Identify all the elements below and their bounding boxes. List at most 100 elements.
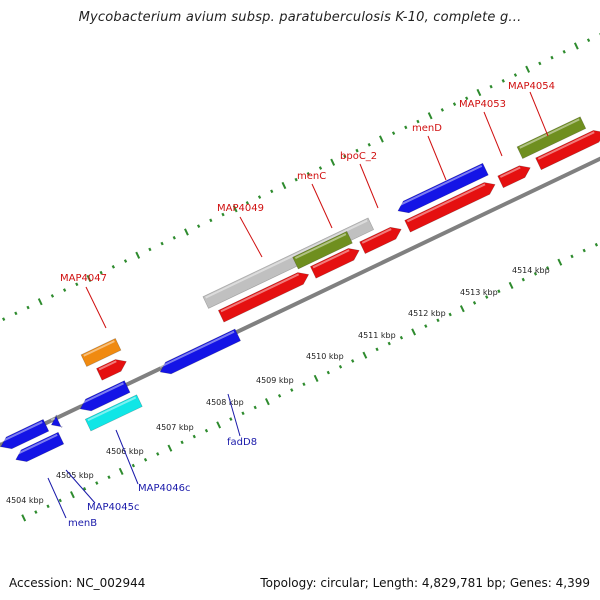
tick-mark-lower <box>241 411 245 416</box>
tick-mark-lower <box>302 382 306 387</box>
tick-mark-upper <box>465 96 469 101</box>
leader-line <box>359 163 379 209</box>
tick-mark-lower <box>594 242 599 247</box>
tick-mark-upper <box>586 38 591 43</box>
feature-menB[interactable] <box>15 431 65 462</box>
feature-MAP4046c-highlight <box>87 396 137 422</box>
tick-mark-upper <box>270 189 274 194</box>
leader-line <box>529 91 549 137</box>
feature-MAP4047-highlight <box>98 360 117 371</box>
feature-small-reverse[interactable] <box>50 414 64 428</box>
feature-bpoC_2[interactable] <box>359 226 402 255</box>
leader-line <box>311 183 333 229</box>
tick-mark-upper <box>172 235 176 240</box>
leader-line <box>85 286 107 329</box>
map-title: Mycobacterium avium subsp. paratuberculo… <box>78 10 522 25</box>
gene-label-MAP4054[interactable]: MAP4054 <box>508 81 555 92</box>
tick-mark-upper <box>501 79 505 83</box>
accession-text: Accession: NC_002944 <box>9 576 146 590</box>
gene-label-MAP4047[interactable]: MAP4047 <box>60 273 107 284</box>
leader-line <box>239 216 263 258</box>
kbp-tick-label: 4510 kbp <box>306 352 344 361</box>
feature-MAP4045c-highlight <box>0 421 43 443</box>
tick-mark-lower <box>326 370 330 375</box>
tick-mark-upper <box>184 228 189 236</box>
tick-mark-upper <box>525 65 531 73</box>
feature-menD[interactable] <box>404 182 496 233</box>
tick-mark-upper <box>306 172 310 176</box>
tick-mark-lower <box>58 498 62 503</box>
kbp-tick-label: 4509 kbp <box>256 376 294 385</box>
feature-MAP4046c-upper-highlight <box>79 382 124 405</box>
feature-MAP4046c[interactable] <box>84 394 143 432</box>
tick-mark-lower <box>253 405 257 410</box>
gene-label-menB[interactable]: menB <box>68 518 97 529</box>
tick-mark-lower <box>546 266 550 270</box>
kbp-tick-label: 4512 kbp <box>408 309 446 318</box>
kbp-tick-label: 4508 kbp <box>206 398 244 407</box>
feature-MAP4053[interactable] <box>497 165 531 189</box>
tick-mark-upper <box>379 135 384 143</box>
gene-label-MAP4046c[interactable]: MAP4046c <box>138 483 190 494</box>
feature-MAP4054-highlight <box>537 131 595 160</box>
feature-menC[interactable] <box>309 248 360 279</box>
feature-fadD8[interactable] <box>159 328 241 375</box>
tick-mark-lower <box>82 487 87 491</box>
feature-olive-mid[interactable] <box>292 230 353 270</box>
tick-mark-lower <box>229 417 233 421</box>
tick-mark-upper <box>209 218 213 223</box>
tick-mark-lower <box>264 398 270 406</box>
tick-mark-lower <box>448 312 452 317</box>
tick-mark-upper <box>452 102 457 106</box>
feature-menB-highlight <box>15 433 58 456</box>
feature-MAP4045c[interactable] <box>0 419 50 450</box>
tick-mark-upper <box>26 305 30 310</box>
feature-menC-highlight <box>312 249 350 269</box>
feature-MAP4046c-upper[interactable] <box>79 380 131 412</box>
tick-mark-lower <box>204 428 209 433</box>
gene-label-bpoC_2[interactable]: bpoC_2 <box>340 151 377 162</box>
feature-olive-mid-highlight <box>294 233 347 260</box>
tick-mark-lower <box>131 463 135 468</box>
tick-mark-lower <box>508 281 514 290</box>
tick-mark-upper <box>513 73 518 77</box>
gene-label-fadD8[interactable]: fadD8 <box>227 437 257 448</box>
tick-mark-lower <box>533 271 538 276</box>
tick-mark-lower <box>156 452 160 456</box>
feature-MAP4047[interactable] <box>96 359 127 381</box>
feature-menD-rev[interactable] <box>397 162 489 214</box>
tick-mark-upper <box>367 142 371 147</box>
gene-label-MAP4053[interactable]: MAP4053 <box>459 99 506 110</box>
leader-line <box>65 469 96 504</box>
tick-mark-lower <box>118 467 124 475</box>
leader-line <box>47 477 67 519</box>
leader-line <box>427 135 447 181</box>
feature-MAP4054[interactable] <box>535 130 600 171</box>
tick-mark-lower <box>521 277 525 282</box>
kbp-tick-label: 4513 kbp <box>460 288 498 297</box>
tick-mark-lower <box>375 347 379 352</box>
tick-mark-upper <box>135 251 141 259</box>
feature-menD-highlight <box>406 183 486 223</box>
gene-labels: MAP4047MAP4049menCbpoC_2menDMAP4053MAP40… <box>47 81 555 529</box>
gene-label-MAP4045c[interactable]: MAP4045c <box>87 502 139 513</box>
tick-mark-lower <box>582 248 586 253</box>
tick-mark-upper <box>573 42 579 50</box>
tick-mark-lower <box>143 457 148 462</box>
tick-mark-upper <box>318 166 323 170</box>
tick-mark-upper <box>427 112 433 120</box>
tick-mark-lower <box>180 440 184 445</box>
gene-label-menC[interactable]: menC <box>297 171 326 182</box>
tick-mark-lower <box>216 421 222 429</box>
tick-mark-upper <box>2 317 6 321</box>
feature-MAP4047-box[interactable] <box>80 338 122 367</box>
tick-mark-lower <box>436 318 440 323</box>
gene-label-menD[interactable]: menD <box>412 123 442 134</box>
leader-line <box>483 111 503 157</box>
feature-MAP4054-box[interactable] <box>516 116 587 160</box>
tick-mark-upper <box>197 224 201 228</box>
tick-mark-upper <box>416 119 420 124</box>
gene-label-MAP4049[interactable]: MAP4049 <box>217 203 264 214</box>
feature-MAP4049[interactable] <box>217 272 310 323</box>
tick-mark-lower <box>411 328 417 336</box>
